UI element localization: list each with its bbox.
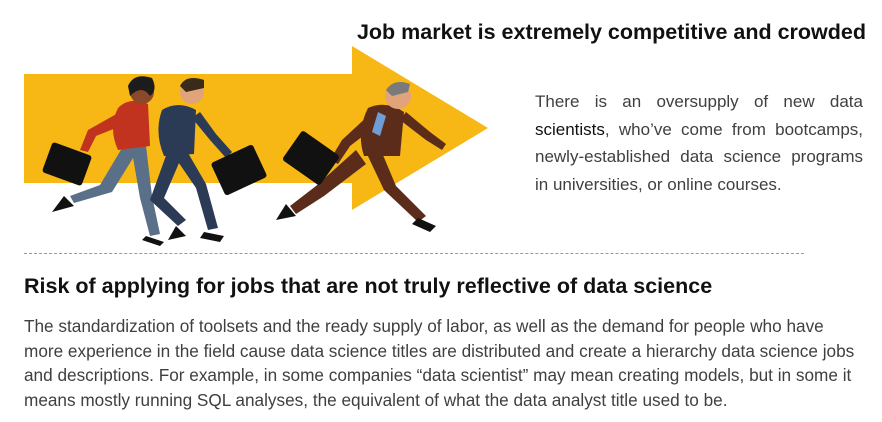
risk-paragraph: The standardization of toolsets and the … [24, 316, 855, 410]
section-title-risk: Risk of applying for jobs that are not t… [24, 274, 713, 298]
runner-woman [42, 76, 164, 246]
oversupply-rest: , who’ve come from bootcamps, newly-esta… [535, 119, 863, 194]
oversupply-paragraph: There is an oversupply of new data scien… [535, 88, 863, 198]
oversupply-lead: There is an oversupply of new data [535, 92, 863, 111]
dashed-divider [24, 253, 804, 254]
section-title-competition: Job market is extremely competitive and … [356, 20, 866, 44]
runner-man-front [276, 82, 446, 232]
scientists-highlight: scientists [535, 119, 605, 139]
runner-man-middle [150, 78, 267, 242]
businesspeople-racing-arrow-icon [24, 46, 488, 246]
